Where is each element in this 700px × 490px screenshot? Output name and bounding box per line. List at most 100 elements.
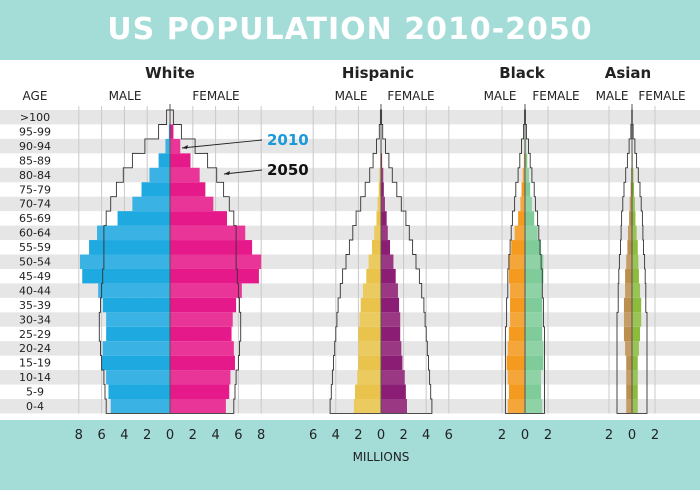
white-male-label: MALE xyxy=(109,89,142,103)
hispanic-female-bar xyxy=(381,399,407,414)
black-male-label: MALE xyxy=(484,89,517,103)
units-label: MILLIONS xyxy=(353,450,410,464)
black-female-bar xyxy=(525,341,544,356)
asian-male-bar xyxy=(626,254,632,269)
black-panel-title: Black xyxy=(499,64,546,82)
black-female-label: FEMALE xyxy=(532,89,579,103)
hispanic-male-bar xyxy=(358,341,381,356)
white-female-bar xyxy=(170,283,242,298)
hispanic-tick-label: 6 xyxy=(445,428,453,443)
hispanic-female-bar xyxy=(381,153,383,168)
axis-band xyxy=(0,420,700,490)
black-2050-outline xyxy=(504,109,545,414)
hispanic-male-bar xyxy=(359,312,381,327)
white-male-bar xyxy=(106,326,170,342)
white-male-bar xyxy=(89,240,170,255)
white-female-bar xyxy=(170,225,246,241)
white-bar-shade xyxy=(149,167,200,183)
hispanic-male-label: MALE xyxy=(335,89,368,103)
white-male-bar xyxy=(102,341,170,356)
asian-male-bar xyxy=(629,196,632,212)
hispanic-bar-shade xyxy=(362,283,398,298)
white-female-bar xyxy=(170,384,230,399)
asian-tick-label: 0 xyxy=(628,428,636,443)
white-bar-shade xyxy=(102,341,234,356)
hispanic-female-bar xyxy=(381,225,388,241)
arrowhead-2010 xyxy=(182,145,188,149)
hispanic-panel-title: Hispanic xyxy=(342,64,414,82)
white-tick-label: 6 xyxy=(97,428,105,443)
black-male-bar xyxy=(511,240,525,255)
white-female-bar xyxy=(170,268,259,284)
hispanic-male-bar xyxy=(357,370,381,385)
hispanic-female-bar xyxy=(381,355,403,371)
hispanic-male-bar xyxy=(362,283,381,298)
hispanic-female-bar xyxy=(381,326,401,342)
black-tick-label: 2 xyxy=(498,428,506,443)
asian-female-bar xyxy=(632,254,639,269)
white-female-bar xyxy=(170,254,262,269)
white-male-bar xyxy=(110,399,170,414)
age-label: 30-34 xyxy=(19,313,51,326)
arrowhead-2050 xyxy=(224,171,230,175)
asian-female-bar xyxy=(632,268,639,284)
hispanic-male-bar xyxy=(377,196,381,212)
white-female-bar xyxy=(170,167,200,183)
white-female-bar xyxy=(170,341,234,356)
black-male-bar xyxy=(522,167,525,183)
hispanic-tick-label: 6 xyxy=(309,428,317,443)
asian-female-bar xyxy=(632,384,638,399)
asian-male-bar xyxy=(625,341,632,356)
age-label: 90-94 xyxy=(19,140,51,153)
hispanic-male-bar xyxy=(353,399,381,414)
hispanic-female-bar xyxy=(381,312,401,327)
white-female-bar xyxy=(170,211,227,226)
white-tick-label: 8 xyxy=(257,428,265,443)
age-label: 45-49 xyxy=(19,270,51,283)
black-male-bar xyxy=(520,196,525,212)
hispanic-tick-label: 2 xyxy=(354,428,362,443)
hispanic-female-label: FEMALE xyxy=(387,89,434,103)
hispanic-male-bar xyxy=(366,268,381,284)
annotation-2010: 2010 xyxy=(267,131,309,149)
black-tick-label: 0 xyxy=(521,428,529,443)
asian-male-bar xyxy=(625,283,632,298)
hispanic-bar-shade xyxy=(358,341,402,356)
black-bar-shade xyxy=(507,370,542,385)
asian-male-bar xyxy=(626,399,632,414)
black-female-bar xyxy=(525,384,542,399)
white-female-bar xyxy=(170,182,206,197)
age-label: 65-69 xyxy=(19,212,51,225)
asian-female-bar xyxy=(632,341,639,356)
black-female-bar xyxy=(525,370,542,385)
age-label: 25-29 xyxy=(19,328,51,341)
white-male-bar xyxy=(149,167,170,183)
white-female-bar xyxy=(170,240,253,255)
white-male-bar xyxy=(132,196,170,212)
row-stripe xyxy=(0,399,700,414)
hispanic-female-bar xyxy=(381,297,400,313)
hispanic-tick-label: 4 xyxy=(422,428,430,443)
black-bar-shade xyxy=(510,283,543,298)
black-male-bar xyxy=(510,283,525,298)
asian-panel-title: Asian xyxy=(605,64,651,82)
black-male-bar xyxy=(518,211,525,226)
annotation-2050: 2050 xyxy=(267,161,309,179)
age-label: 35-39 xyxy=(19,299,51,312)
hispanic-male-bar xyxy=(355,384,381,399)
white-male-bar xyxy=(168,124,170,139)
asian-male-bar xyxy=(626,355,632,371)
white-male-bar xyxy=(102,297,170,313)
asian-male-bar xyxy=(626,384,632,399)
white-bar-shade xyxy=(106,312,233,327)
row-stripe xyxy=(0,312,700,327)
white-bar-shade xyxy=(97,225,246,241)
hispanic-male-bar xyxy=(371,240,381,255)
age-label: 20-24 xyxy=(19,342,51,355)
black-male-bar xyxy=(510,297,525,313)
asian-male-bar xyxy=(630,182,632,197)
hispanic-male-bar xyxy=(358,326,381,342)
row-stripe xyxy=(0,370,700,385)
hispanic-female-bar xyxy=(381,283,398,298)
age-label: 40-44 xyxy=(19,284,51,297)
